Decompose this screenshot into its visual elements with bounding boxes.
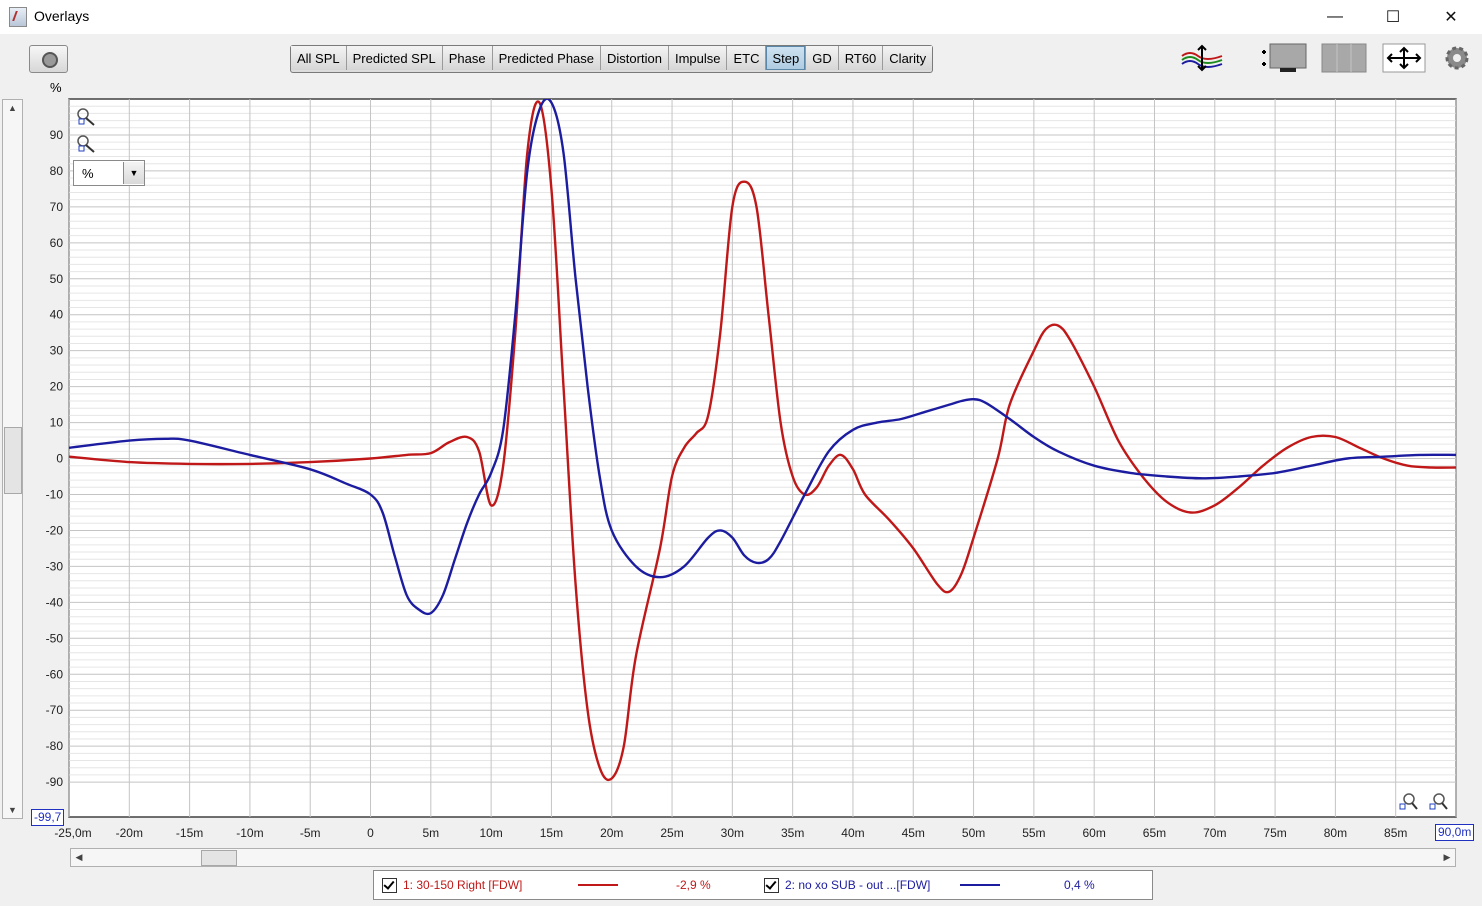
y-tick-label: 70 — [50, 200, 64, 214]
close-button[interactable]: ✕ — [1444, 9, 1458, 26]
legend-entry-1[interactable]: 1: 30-150 Right [FDW] — [382, 871, 522, 899]
series-1-readout: -2,9 % — [676, 878, 711, 892]
x-tick-label: 85m — [1384, 826, 1407, 840]
plot-area[interactable] — [68, 98, 1457, 818]
x-tick-label: 55m — [1022, 826, 1045, 840]
y-tick-label: 80 — [50, 164, 64, 178]
series-1-name: 1: 30-150 Right [FDW] — [403, 878, 523, 892]
window-title: Overlays — [34, 8, 90, 24]
scroll-up-icon[interactable]: ▲ — [8, 103, 17, 113]
tab-predicted-phase[interactable]: Predicted Phase — [492, 46, 602, 70]
tab-rt60[interactable]: RT60 — [838, 46, 884, 70]
scroll-right-icon[interactable]: ▶ — [1443, 852, 1451, 862]
x-tick-label: 45m — [902, 826, 925, 840]
series-2-swatch — [960, 884, 1000, 886]
vertical-scrollbar[interactable]: ▲ ▼ — [2, 99, 23, 819]
y-tick-label: 10 — [50, 416, 64, 430]
tile-icon[interactable] — [1321, 42, 1367, 74]
horizontal-scrollbar[interactable]: ◀ ▶ — [70, 848, 1456, 867]
y-tick-label: -10 — [46, 487, 64, 501]
x-tick-label: 20m — [600, 826, 623, 840]
y-tick-label: 50 — [50, 272, 64, 286]
maximize-button[interactable]: ☐ — [1385, 9, 1401, 26]
y-tick-label: -50 — [46, 631, 64, 645]
tab-all-spl[interactable]: All SPL — [291, 46, 347, 70]
series-1-swatch — [578, 884, 618, 886]
tab-phase[interactable]: Phase — [442, 46, 493, 70]
scroll-down-icon[interactable]: ▼ — [8, 805, 17, 815]
y-tick-label: -60 — [46, 667, 64, 681]
graph-type-tabs: All SPL Predicted SPL Phase Predicted Phase… — [290, 45, 934, 73]
x-max-label[interactable]: 90,0m — [1435, 824, 1475, 841]
tab-etc[interactable]: ETC — [727, 46, 767, 70]
zoom-out-icon[interactable] — [76, 133, 96, 153]
unit-select[interactable]: % ▼ — [73, 160, 145, 186]
y-tick-label: -40 — [46, 595, 64, 609]
x-tick-label: 50m — [962, 826, 985, 840]
vertical-scroll-thumb[interactable] — [4, 427, 22, 494]
tab-impulse[interactable]: Impulse — [668, 46, 728, 70]
x-tick-label: 80m — [1324, 826, 1347, 840]
y-unit-label: % — [50, 80, 62, 95]
series-2-line[interactable] — [69, 99, 1456, 616]
camera-icon[interactable] — [29, 45, 68, 73]
y-tick-label: -80 — [46, 739, 64, 753]
y-tick-label: 90 — [50, 128, 64, 142]
x-tick-label: 15m — [540, 826, 563, 840]
series-2-checkbox[interactable] — [764, 877, 779, 893]
y-tick-label: -30 — [46, 559, 64, 573]
y-tick-label: 0 — [56, 452, 63, 466]
scroll-left-icon[interactable]: ◀ — [75, 852, 83, 862]
x-tick-label: 25m — [660, 826, 683, 840]
move-arrows-icon[interactable] — [1382, 42, 1426, 74]
title-bar: Overlays — ☐ ✕ — [0, 0, 1482, 34]
y-tick-label: -20 — [46, 523, 64, 537]
legend: 1: 30-150 Right [FDW] -2,9 % 2: no xo SU… — [373, 870, 1153, 900]
x-tick-label: 65m — [1143, 826, 1166, 840]
x-tick-label: 70m — [1203, 826, 1226, 840]
x-tick-label: -25,0m — [54, 826, 91, 840]
x-tick-label: -5m — [300, 826, 321, 840]
x-tick-label: -10m — [236, 826, 263, 840]
tab-predicted-spl[interactable]: Predicted SPL — [346, 46, 443, 70]
x-tick-label: 40m — [841, 826, 864, 840]
y-tick-label: -90 — [46, 775, 64, 789]
gear-icon[interactable] — [1442, 42, 1472, 74]
x-tick-label: 10m — [479, 826, 502, 840]
x-tick-label: 75m — [1263, 826, 1286, 840]
legend-entry-2[interactable]: 2: no xo SUB - out ...[FDW] — [764, 871, 930, 899]
tab-clarity[interactable]: Clarity — [883, 46, 933, 70]
unit-select-value: % — [82, 165, 94, 181]
x-tick-label: 35m — [781, 826, 804, 840]
legend-layout-icon[interactable] — [1258, 42, 1308, 74]
y-tick-label: 60 — [50, 236, 64, 250]
x-tick-label: -15m — [176, 826, 203, 840]
y-tick-label: 30 — [50, 344, 64, 358]
zoom-in-icon[interactable] — [76, 106, 96, 126]
y-tick-label: 40 — [50, 308, 64, 322]
step-response-chart[interactable]: 90 80 70 60 50 40 30 20 10 0 -10 -20 -30 -40 -50 -60 -70… — [0, 0, 1482, 850]
x-tick-label: 5m — [422, 826, 439, 840]
app-icon — [9, 7, 27, 27]
tab-gd[interactable]: GD — [806, 46, 839, 70]
x-tick-label: -20m — [116, 826, 143, 840]
x-zoom-out-icon[interactable] — [1428, 792, 1448, 812]
y-min-label[interactable]: -99,7 — [31, 809, 65, 826]
series-1-checkbox[interactable] — [382, 877, 397, 893]
y-tick-label: -70 — [46, 703, 64, 717]
tab-distortion[interactable]: Distortion — [601, 46, 669, 70]
x-tick-label: 0 — [367, 826, 374, 840]
minimize-button[interactable]: — — [1327, 8, 1343, 25]
series-1-line[interactable] — [69, 100, 1456, 782]
tab-step[interactable]: Step — [766, 46, 807, 70]
x-tick-label: 60m — [1083, 826, 1106, 840]
trace-arrange-icon[interactable] — [1178, 42, 1226, 74]
x-tick-label: 30m — [721, 826, 744, 840]
chevron-down-icon[interactable]: ▼ — [123, 162, 144, 184]
horizontal-scroll-thumb[interactable] — [201, 850, 237, 866]
x-zoom-in-icon[interactable] — [1398, 792, 1418, 812]
series-2-readout: 0,4 % — [1064, 878, 1095, 892]
y-tick-label: 20 — [50, 380, 64, 394]
series-2-name: 2: no xo SUB - out ...[FDW] — [785, 878, 931, 892]
